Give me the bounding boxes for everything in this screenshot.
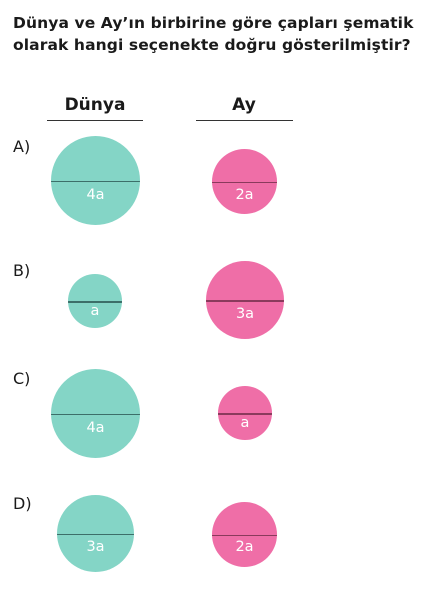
column-header-moon: Ay bbox=[232, 95, 256, 115]
moon-diameter-label: a bbox=[240, 415, 250, 431]
earth-circle: 4a bbox=[51, 136, 140, 225]
moon-circle: a bbox=[218, 386, 272, 440]
option-letter: C) bbox=[13, 369, 31, 388]
diameter-line bbox=[51, 180, 140, 182]
earth-diameter-label: 4a bbox=[86, 420, 105, 436]
diameter-line bbox=[206, 300, 284, 302]
column-underline-moon bbox=[196, 120, 293, 121]
column-underline-earth bbox=[47, 120, 143, 121]
earth-diameter-label: a bbox=[90, 303, 100, 319]
moon-circle: 3a bbox=[206, 261, 284, 339]
earth-diameter-label: 4a bbox=[86, 187, 105, 203]
earth-circle: 4a bbox=[51, 369, 140, 458]
diameter-line bbox=[51, 413, 140, 415]
moon-circle: 2a bbox=[212, 502, 277, 567]
earth-circle: 3a bbox=[57, 495, 134, 572]
moon-diameter-label: 2a bbox=[235, 187, 254, 203]
moon-diameter-label: 2a bbox=[235, 539, 254, 555]
earth-circle: a bbox=[68, 274, 122, 328]
moon-diameter-label: 3a bbox=[235, 306, 255, 322]
option-letter: D) bbox=[13, 494, 32, 513]
column-header-earth: Dünya bbox=[64, 95, 126, 115]
diameter-line bbox=[212, 534, 277, 536]
diameter-line bbox=[212, 181, 277, 183]
diameter-line bbox=[218, 413, 272, 415]
option-letter: B) bbox=[13, 261, 31, 280]
diameter-line bbox=[57, 533, 134, 535]
earth-diameter-label: 3a bbox=[86, 539, 105, 555]
option-letter: A) bbox=[13, 137, 31, 156]
diameter-line bbox=[68, 301, 122, 303]
moon-circle: 2a bbox=[212, 149, 277, 214]
question-text: Dünya ve Ay’ın birbirine göre çapları şe… bbox=[13, 14, 414, 54]
